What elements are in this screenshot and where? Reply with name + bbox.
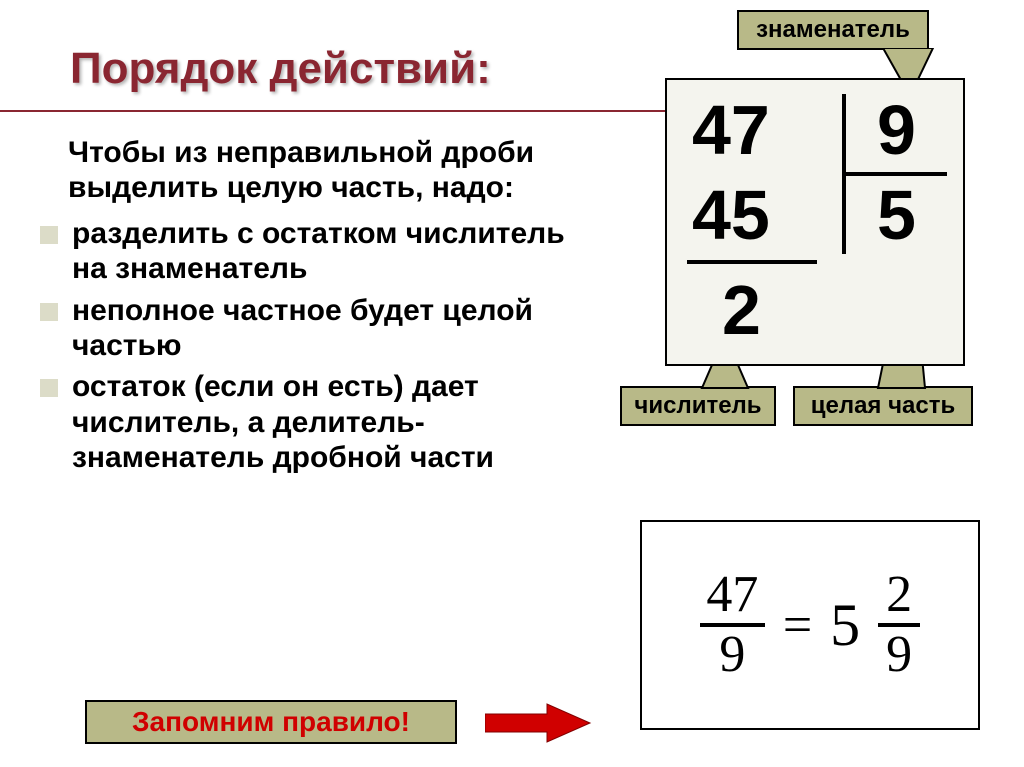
list-item: неполное частное будет целой частью: [40, 293, 600, 364]
quotient: 5: [877, 175, 916, 255]
rule-text: Запомним правило!: [132, 706, 410, 738]
label-whole: целая часть: [793, 386, 973, 426]
list-item: остаток (если он есть) дает числитель, а…: [40, 369, 600, 475]
rule-box: Запомним правило!: [85, 700, 457, 744]
bullet-text: разделить с остатком числитель на знамен…: [72, 216, 600, 287]
partial: 45: [692, 175, 770, 255]
right-fraction: 2 9: [878, 569, 920, 681]
bullet-icon: [40, 226, 58, 244]
bullet-icon: [40, 303, 58, 321]
right-num: 2: [878, 569, 920, 621]
divisor: 9: [877, 90, 916, 170]
arrow-icon: [485, 702, 595, 744]
page-title: Порядок действий:: [70, 44, 491, 94]
intro-text: Чтобы из неправильной дроби выделить цел…: [68, 135, 600, 206]
bullet-icon: [40, 379, 58, 397]
bullet-text: остаток (если он есть) дает числитель, а…: [72, 369, 600, 475]
whole-part: 5: [830, 591, 860, 660]
label-denominator: знаменатель: [737, 10, 929, 50]
left-den: 9: [700, 629, 765, 681]
dividend: 47: [692, 90, 770, 170]
bullet-text: неполное частное будет целой частью: [72, 293, 600, 364]
right-den: 9: [878, 629, 920, 681]
title-underline: [0, 110, 665, 112]
label-numerator: числитель: [620, 386, 776, 426]
division-hline2: [687, 260, 817, 264]
content-area: Чтобы из неправильной дроби выделить цел…: [40, 135, 600, 482]
remainder: 2: [722, 270, 761, 350]
list-item: разделить с остатком числитель на знамен…: [40, 216, 600, 287]
division-diagram: 47 9 45 5 2: [665, 78, 965, 366]
equals-sign: =: [783, 596, 812, 655]
division-hline1: [842, 172, 947, 176]
left-num: 47: [700, 569, 765, 621]
left-fraction: 47 9: [700, 569, 765, 681]
result-diagram: 47 9 = 5 2 9: [640, 520, 980, 730]
